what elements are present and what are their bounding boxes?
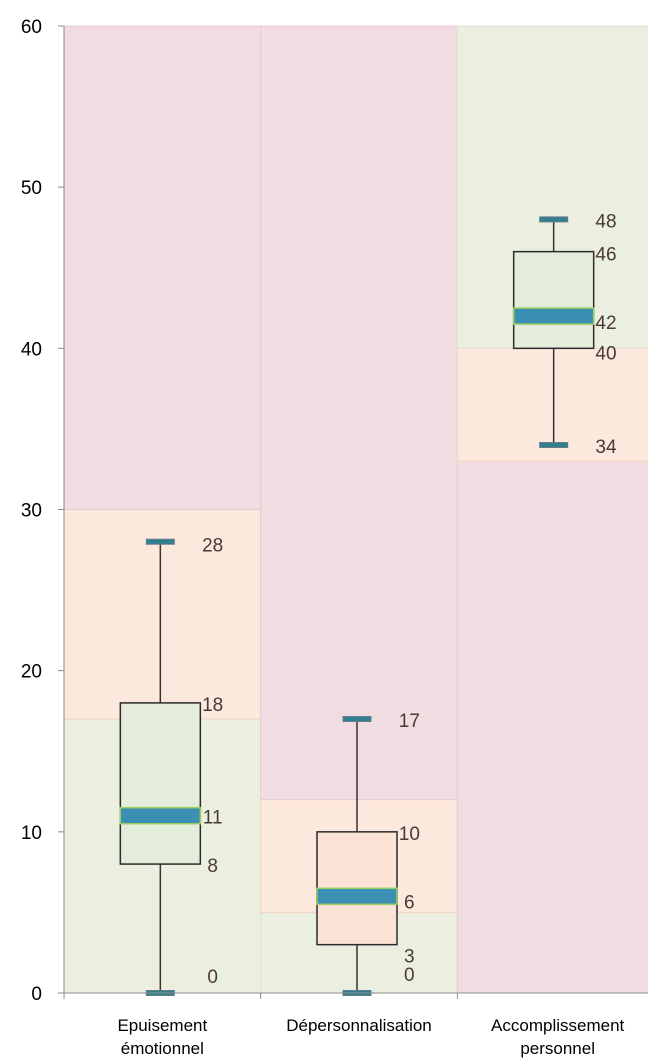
data-label-median: 11	[203, 808, 223, 829]
y-tick-label: 0	[31, 984, 42, 1005]
category-label: Epuisement	[117, 1016, 207, 1035]
category-label: émotionnel	[121, 1039, 204, 1058]
y-tick-label: 60	[21, 17, 42, 38]
zone-band-high	[260, 25, 458, 801]
iqr-box	[512, 250, 595, 350]
zone-band-high	[63, 25, 262, 510]
max-cap	[145, 538, 175, 545]
max-cap	[342, 716, 372, 723]
data-label-q3: 10	[399, 824, 420, 845]
data-label-q1: 40	[595, 343, 616, 364]
iqr-box	[119, 702, 202, 865]
median-bar	[512, 307, 595, 325]
data-label-q1: 3	[404, 947, 415, 968]
category-label: personnel	[520, 1039, 595, 1058]
y-tick-label: 50	[21, 178, 42, 199]
zone-bands	[63, 25, 648, 994]
data-label-min: 0	[207, 967, 218, 988]
median-bar	[119, 806, 202, 825]
y-tick-label: 10	[21, 823, 42, 844]
x-axis: Epuisement émotionnel Dépersonnalisation Ac…	[63, 992, 648, 1058]
data-label-min: 34	[595, 437, 617, 458]
data-label-median: 42	[595, 313, 616, 334]
y-axis: 0 10 20 30 40 50 60	[21, 17, 65, 1005]
category-label: Dépersonnalisation	[286, 1016, 432, 1035]
data-label-max: 28	[202, 536, 223, 557]
data-label-max: 48	[595, 211, 616, 232]
y-tick-label: 30	[21, 501, 42, 522]
data-label-min: 0	[404, 965, 415, 986]
y-tick-label: 40	[21, 339, 42, 360]
median-bar	[316, 887, 398, 906]
zone-band-high	[456, 460, 648, 994]
data-label-max: 17	[399, 711, 420, 732]
y-tick-label: 20	[21, 662, 42, 683]
category-label: Accomplissement	[491, 1016, 624, 1035]
data-label-median: 6	[404, 892, 415, 913]
data-label-q1: 8	[207, 856, 218, 877]
box-plots	[119, 216, 595, 996]
min-cap	[539, 442, 569, 449]
data-label-q3: 18	[202, 695, 223, 716]
max-cap	[539, 216, 569, 223]
data-label-q3: 46	[595, 245, 616, 266]
